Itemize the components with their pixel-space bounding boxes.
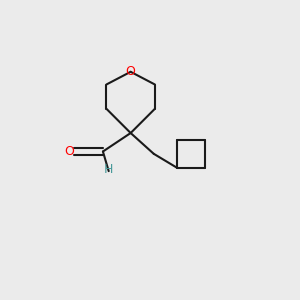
Text: O: O	[126, 65, 136, 78]
Text: O: O	[64, 145, 74, 158]
Text: H: H	[104, 164, 113, 176]
